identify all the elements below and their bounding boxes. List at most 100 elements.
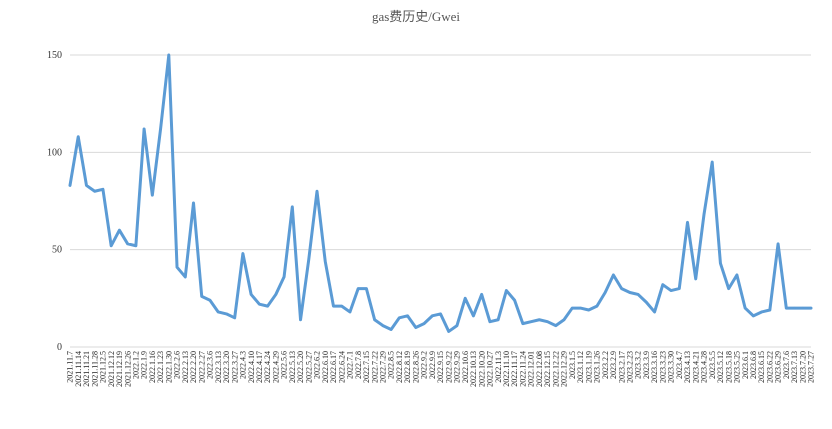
x-tick-label: 2022.7.29 (379, 351, 388, 383)
x-tick-label: 2022.5.27 (304, 351, 313, 383)
x-tick-label: 2023.1.19 (584, 351, 593, 383)
x-axis-ticks: 2021.11.7 2021.11.14 2021.11.21 2021.11.28 2… (66, 351, 816, 387)
data-point (620, 287, 623, 290)
x-tick-label: 2022.7.1 (346, 351, 355, 379)
x-tick-label: 2022.3.20 (222, 351, 231, 383)
data-point (241, 252, 245, 255)
data-point (266, 304, 269, 308)
data-point (785, 306, 788, 310)
data-point (406, 314, 409, 318)
x-tick-label: 2022.1.16 (148, 351, 157, 383)
data-point (776, 242, 780, 246)
data-point (554, 324, 557, 327)
x-tick-label: 2021.12.5 (99, 351, 108, 383)
data-point (299, 318, 302, 321)
data-point (768, 308, 772, 312)
data-point (480, 293, 483, 296)
x-tick-label: 2022.6.17 (329, 351, 338, 383)
x-tick-label: 2023.5.18 (724, 351, 733, 383)
x-tick-label: 2022.5.20 (296, 351, 305, 383)
x-tick-label: 2023.3.9 (642, 351, 651, 379)
data-point (711, 160, 714, 164)
x-tick-label: 2022.11.3 (494, 351, 503, 383)
data-point (636, 293, 640, 296)
x-tick-label: 2023.4.21 (691, 351, 700, 383)
data-point (93, 190, 96, 193)
x-tick-label: 2022.4.17 (255, 351, 264, 383)
x-tick-label: 2023.7.13 (790, 351, 799, 383)
data-point (159, 127, 162, 131)
data-point (809, 306, 813, 310)
data-point (719, 262, 722, 265)
y-tick-label: 0 (57, 342, 62, 353)
data-point (85, 184, 88, 187)
x-tick-label: 2022.9.9 (428, 351, 437, 379)
data-point (307, 258, 310, 261)
data-point (464, 297, 467, 300)
x-tick-label: 2021.11.28 (90, 351, 99, 387)
x-tick-label: 2022.7.22 (370, 351, 379, 383)
x-tick-label: 2023.3.30 (667, 351, 676, 383)
x-tick-label: 2022.3.13 (214, 351, 223, 383)
data-point (373, 318, 376, 321)
data-point (562, 318, 566, 321)
x-tick-label: 2022.4.29 (271, 351, 280, 383)
data-point (381, 324, 385, 327)
data-point (579, 306, 582, 310)
data-point (612, 273, 615, 277)
x-tick-label: 2022.1.30 (164, 351, 173, 383)
data-point (422, 322, 426, 325)
y-axis-ticks: 0 50 100 150 (47, 50, 62, 353)
data-point (529, 320, 533, 323)
x-tick-label: 2023.7.27 (807, 351, 816, 383)
y-tick-label: 100 (47, 147, 62, 158)
x-tick-label: 2021.12.19 (115, 351, 124, 387)
data-point (398, 316, 401, 319)
x-tick-label: 2022.5.6 (280, 351, 289, 379)
x-tick-label: 2022.12.01 (527, 351, 536, 387)
data-point (727, 287, 730, 290)
x-tick-label: 2023.2.2 (601, 351, 610, 379)
data-point (513, 299, 516, 302)
data-point (801, 306, 804, 310)
data-point (571, 306, 574, 310)
x-tick-label: 2022.12.08 (535, 351, 544, 387)
data-point (101, 188, 105, 191)
x-tick-label: 2023.6.22 (765, 351, 774, 383)
data-point (653, 310, 656, 314)
x-tick-label: 2023.3.16 (650, 351, 659, 383)
data-point (315, 190, 319, 193)
x-tick-label: 2023.6.15 (757, 351, 766, 383)
x-tick-label: 2021.11.14 (74, 351, 83, 387)
x-tick-label: 2022.8.19 (403, 351, 412, 383)
x-tick-label: 2022.10.20 (477, 351, 486, 387)
chart-title: gas费历史/Gwei (372, 9, 460, 24)
x-tick-label: 2022.9.15 (436, 351, 445, 383)
x-tick-label: 2023.2.23 (626, 351, 635, 383)
data-point (167, 53, 170, 57)
x-tick-label: 2022.11.10 (502, 351, 511, 387)
data-point (151, 193, 154, 197)
x-tick-label: 2022.9.22 (444, 351, 453, 383)
data-point (389, 328, 393, 331)
x-tick-label: 2023.4.28 (700, 351, 709, 383)
data-point (109, 244, 113, 247)
x-tick-label: 2022.10.13 (469, 351, 478, 387)
x-tick-label: 2022.3.6 (206, 351, 215, 379)
data-point (439, 312, 442, 316)
x-tick-label: 2023.1.5 (568, 351, 577, 379)
data-point (118, 229, 121, 232)
data-point (126, 242, 129, 246)
data-point (595, 304, 599, 308)
x-tick-label: 2022.10.27 (486, 351, 495, 387)
x-tick-label: 2022.9.29 (453, 351, 462, 383)
x-tick-label: 2022.2.6 (173, 351, 182, 379)
x-tick-label: 2022.8.26 (411, 351, 420, 383)
x-tick-label: 2021.12.26 (123, 351, 132, 387)
data-point (447, 330, 450, 333)
x-tick-label: 2023.3.23 (658, 351, 667, 383)
x-tick-label: 2023.5.5 (708, 351, 717, 379)
x-tick-label: 2022.5.13 (288, 351, 297, 383)
x-tick-label: 2022.12.22 (551, 351, 560, 387)
